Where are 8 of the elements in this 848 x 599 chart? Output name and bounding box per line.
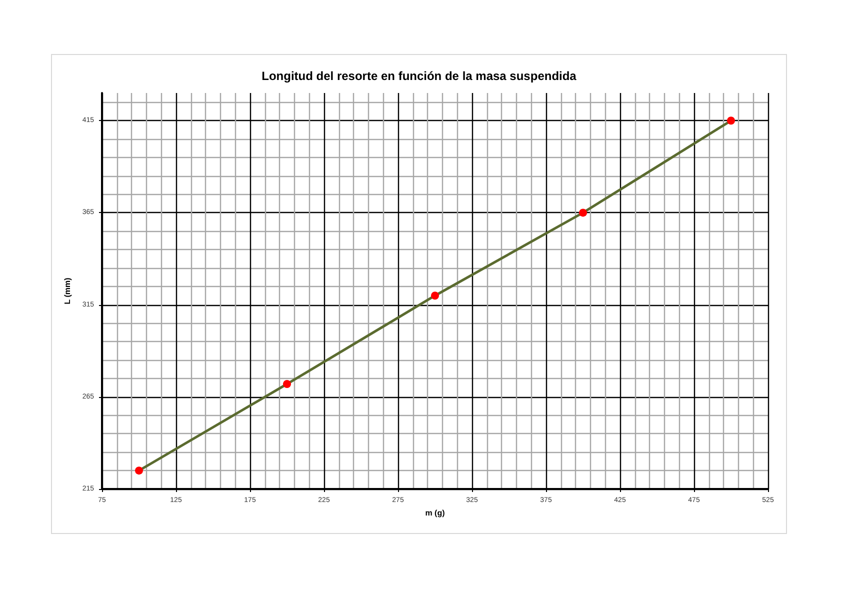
chart-title: Longitud del resorte en función de la masa suspendida (262, 69, 577, 83)
point (135, 466, 143, 475)
point (727, 116, 735, 125)
x-axis-title: m (g) (425, 508, 446, 518)
point (431, 292, 439, 300)
point (283, 380, 291, 388)
point (579, 208, 587, 217)
y-axis-title: L (mm) (62, 277, 72, 304)
